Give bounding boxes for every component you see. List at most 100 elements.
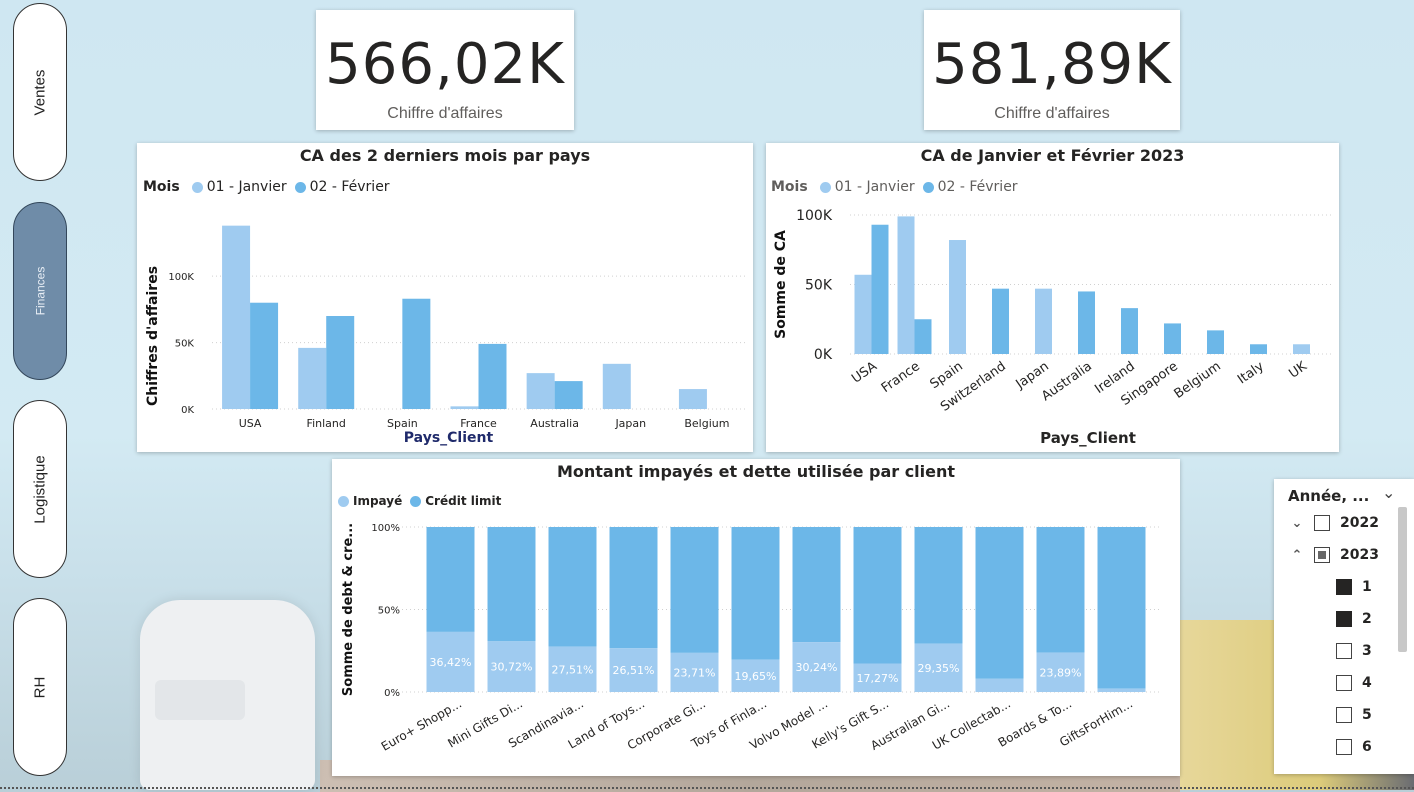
slicer-item-label: 4 <box>1362 675 1372 691</box>
slicer-item-label: 2 <box>1362 611 1372 627</box>
checkbox-2022[interactable] <box>1314 515 1330 531</box>
bar-impaye <box>426 631 475 692</box>
slicer-item-month-3[interactable]: 3 <box>1336 639 1372 663</box>
slicer-item-2022[interactable]: ⌄ 2022 <box>1288 511 1379 535</box>
data-label: 29,35% <box>918 662 960 675</box>
chart-plot: 0%50%100%36,42%Euro+ Shopp...30,72%Mini … <box>341 523 1160 754</box>
legend-title: Mois <box>143 179 180 195</box>
nav-button-logistique[interactable]: Logistique <box>13 400 67 578</box>
chart-ca-2-derniers-mois[interactable]: CA des 2 derniers mois par pays Mois 01 … <box>137 143 753 452</box>
kpi-card-ca-1: 566,02K Chiffre d'affaires <box>316 10 574 130</box>
slicer-item-month-1[interactable]: 1 <box>1336 575 1372 599</box>
y-axis-title: Somme de debt & cre... <box>341 523 356 696</box>
slicer-item-label: 5 <box>1362 707 1372 723</box>
y-tick-label: 100K <box>168 272 194 283</box>
checkbox[interactable] <box>1336 643 1352 659</box>
bar-credit-limit <box>914 527 963 644</box>
bar <box>1078 291 1095 354</box>
slicer-scrollbar[interactable] <box>1398 507 1407 652</box>
kpi-value: 566,02K <box>325 32 565 97</box>
bar-credit-limit <box>1097 527 1146 689</box>
chart-impayes-dette[interactable]: Montant impayés et dette utilisée par cl… <box>332 459 1180 776</box>
checkbox[interactable] <box>1336 739 1352 755</box>
data-label: 27,51% <box>552 663 594 676</box>
x-tick-label: Australia <box>530 417 579 430</box>
bar-impaye <box>1097 688 1146 692</box>
bar <box>914 319 932 354</box>
y-axis-title: Chiffres d'affaires <box>145 266 161 406</box>
legend-item-impaye[interactable]: Impayé <box>338 494 402 508</box>
slicer-item-month-5[interactable]: 5 <box>1336 703 1372 727</box>
y-tick-label: 50K <box>175 339 195 350</box>
bar-impaye <box>853 663 902 692</box>
bar-credit-limit <box>792 527 841 643</box>
y-tick-label: 50% <box>378 606 400 617</box>
bar-credit-limit <box>548 527 597 647</box>
y-tick-label: 50K <box>805 278 833 294</box>
bar-impaye <box>487 641 536 692</box>
x-axis-title: Pays_Client <box>1040 429 1136 447</box>
nav-label: Ventes <box>31 69 49 115</box>
bar-credit-limit <box>426 527 475 632</box>
legend-item-janvier[interactable]: 01 - Janvier <box>816 179 915 195</box>
bar <box>222 225 251 409</box>
bar-credit-limit <box>975 527 1024 679</box>
checkbox[interactable] <box>1336 579 1352 595</box>
bar <box>326 316 355 409</box>
slicer-item-label: 6 <box>1362 739 1372 755</box>
checkbox[interactable] <box>1336 707 1352 723</box>
chart-legend: Mois 01 - Janvier 02 - Février <box>143 179 394 195</box>
checkbox[interactable] <box>1336 611 1352 627</box>
legend-item-janvier[interactable]: 01 - Janvier <box>188 179 287 195</box>
x-tick-label: France <box>879 359 923 396</box>
slicer-item-label: 3 <box>1362 643 1372 659</box>
y-tick-label: 100K <box>796 208 833 224</box>
nav-label: RH <box>31 676 49 698</box>
bar <box>1121 308 1138 354</box>
legend-item-credit-limit[interactable]: Crédit limit <box>406 494 501 508</box>
legend-title: Mois <box>771 179 808 195</box>
slicer-item-month-4[interactable]: 4 <box>1336 671 1372 695</box>
legend-item-fevrier[interactable]: 02 - Février <box>291 179 390 195</box>
chart-title: CA de Janvier et Février 2023 <box>920 146 1185 165</box>
slicer-item-2023[interactable]: ⌃ 2023 <box>1288 543 1379 567</box>
nav-button-rh[interactable]: RH <box>13 598 67 776</box>
checkbox[interactable] <box>1336 675 1352 691</box>
x-tick-label: France <box>460 417 497 430</box>
nav-button-finances[interactable]: Finances <box>13 202 67 380</box>
x-tick-label: USA <box>849 359 880 387</box>
slicer-item-month-2[interactable]: 2 <box>1336 607 1372 631</box>
x-tick-label: Finland <box>307 417 346 430</box>
kpi-label: Chiffre d'affaires <box>994 105 1110 122</box>
bar <box>450 406 479 409</box>
data-label: 23,89% <box>1040 666 1082 679</box>
chevron-down-icon[interactable]: ⌄ <box>1382 483 1396 502</box>
slicer-annee[interactable]: Année, ... ⌄ ⌄ 2022 ⌃ 2023 1 2 3 4 5 6 <box>1274 479 1414 774</box>
bar <box>526 373 555 409</box>
background-toy-car <box>140 600 315 790</box>
bar-credit-limit <box>487 527 536 642</box>
y-tick-label: 0K <box>181 405 194 416</box>
slicer-item-month-6[interactable]: 6 <box>1336 735 1372 759</box>
legend-item-fevrier[interactable]: 02 - Février <box>919 179 1018 195</box>
page-bottom-border <box>0 787 1414 789</box>
bar <box>1293 344 1310 354</box>
kpi-value: 581,89K <box>932 32 1172 97</box>
bar-impaye <box>792 642 841 692</box>
slicer-item-label: 1 <box>1362 579 1372 595</box>
chart-legend: Impayé Crédit limit <box>338 494 505 508</box>
bar <box>1250 344 1267 354</box>
data-label: 17,27% <box>857 672 899 685</box>
kpi-card-ca-2: 581,89K Chiffre d'affaires <box>924 10 1180 130</box>
checkbox-2023[interactable] <box>1314 547 1330 563</box>
chart-ca-janvier-fevrier-2023[interactable]: CA de Janvier et Février 2023 Mois 01 - … <box>766 143 1339 452</box>
chevron-down-icon[interactable]: ⌄ <box>1291 515 1303 531</box>
nav-button-ventes[interactable]: Ventes <box>13 3 67 181</box>
chevron-up-icon[interactable]: ⌃ <box>1291 547 1303 563</box>
data-label: 30,72% <box>491 661 533 674</box>
bar-credit-limit <box>609 527 658 649</box>
bar-credit-limit <box>853 527 902 664</box>
chart-plot: 0K 50K 100K USA Finland Spain France Australia J… <box>145 225 745 446</box>
y-tick-label: 0K <box>814 347 833 363</box>
